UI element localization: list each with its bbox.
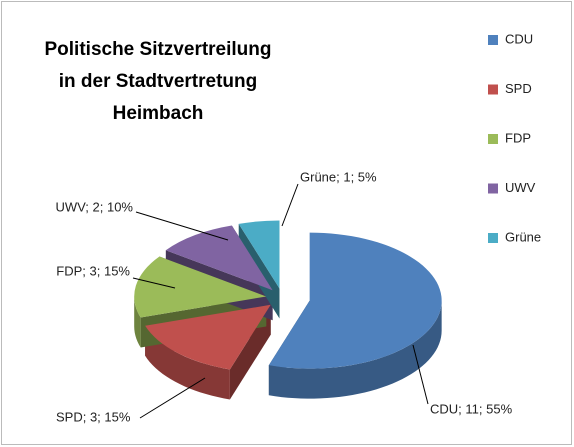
data-label: Grüne; 1; 5%	[300, 169, 377, 184]
leader-line	[135, 211, 229, 241]
leader-line	[132, 277, 176, 289]
legend-label: UWV	[505, 180, 536, 195]
slice	[238, 220, 280, 289]
legend-swatch	[488, 134, 498, 144]
slice-side	[268, 300, 442, 399]
data-label: FDP; 3; 15%	[56, 263, 130, 278]
slice	[145, 304, 271, 370]
legend-label: SPD	[505, 81, 532, 96]
chart-title: Heimbach	[113, 103, 204, 124]
legend-swatch	[488, 84, 498, 95]
legend-swatch	[488, 233, 498, 243]
slice	[268, 232, 442, 369]
slice-side	[134, 296, 141, 348]
chart-title: in der Stadtvertretung	[59, 71, 257, 92]
data-label: SPD; 3; 15%	[56, 409, 131, 424]
legend-label: Grüne	[505, 229, 541, 244]
legend-swatch	[488, 183, 498, 194]
slice-side	[145, 325, 230, 400]
leader-line	[412, 344, 429, 405]
chart-title: Politische Sitzvertreilung	[45, 39, 272, 60]
slice	[134, 256, 267, 318]
legend-swatch	[488, 35, 498, 45]
data-label: UWV; 2; 10%	[55, 199, 133, 214]
leader-line	[139, 377, 206, 419]
data-label: CDU; 11; 55%	[430, 401, 513, 416]
legend-label: CDU	[505, 31, 533, 46]
legend-label: FDP	[505, 130, 531, 145]
slice	[165, 225, 273, 291]
leader-line	[281, 183, 299, 227]
